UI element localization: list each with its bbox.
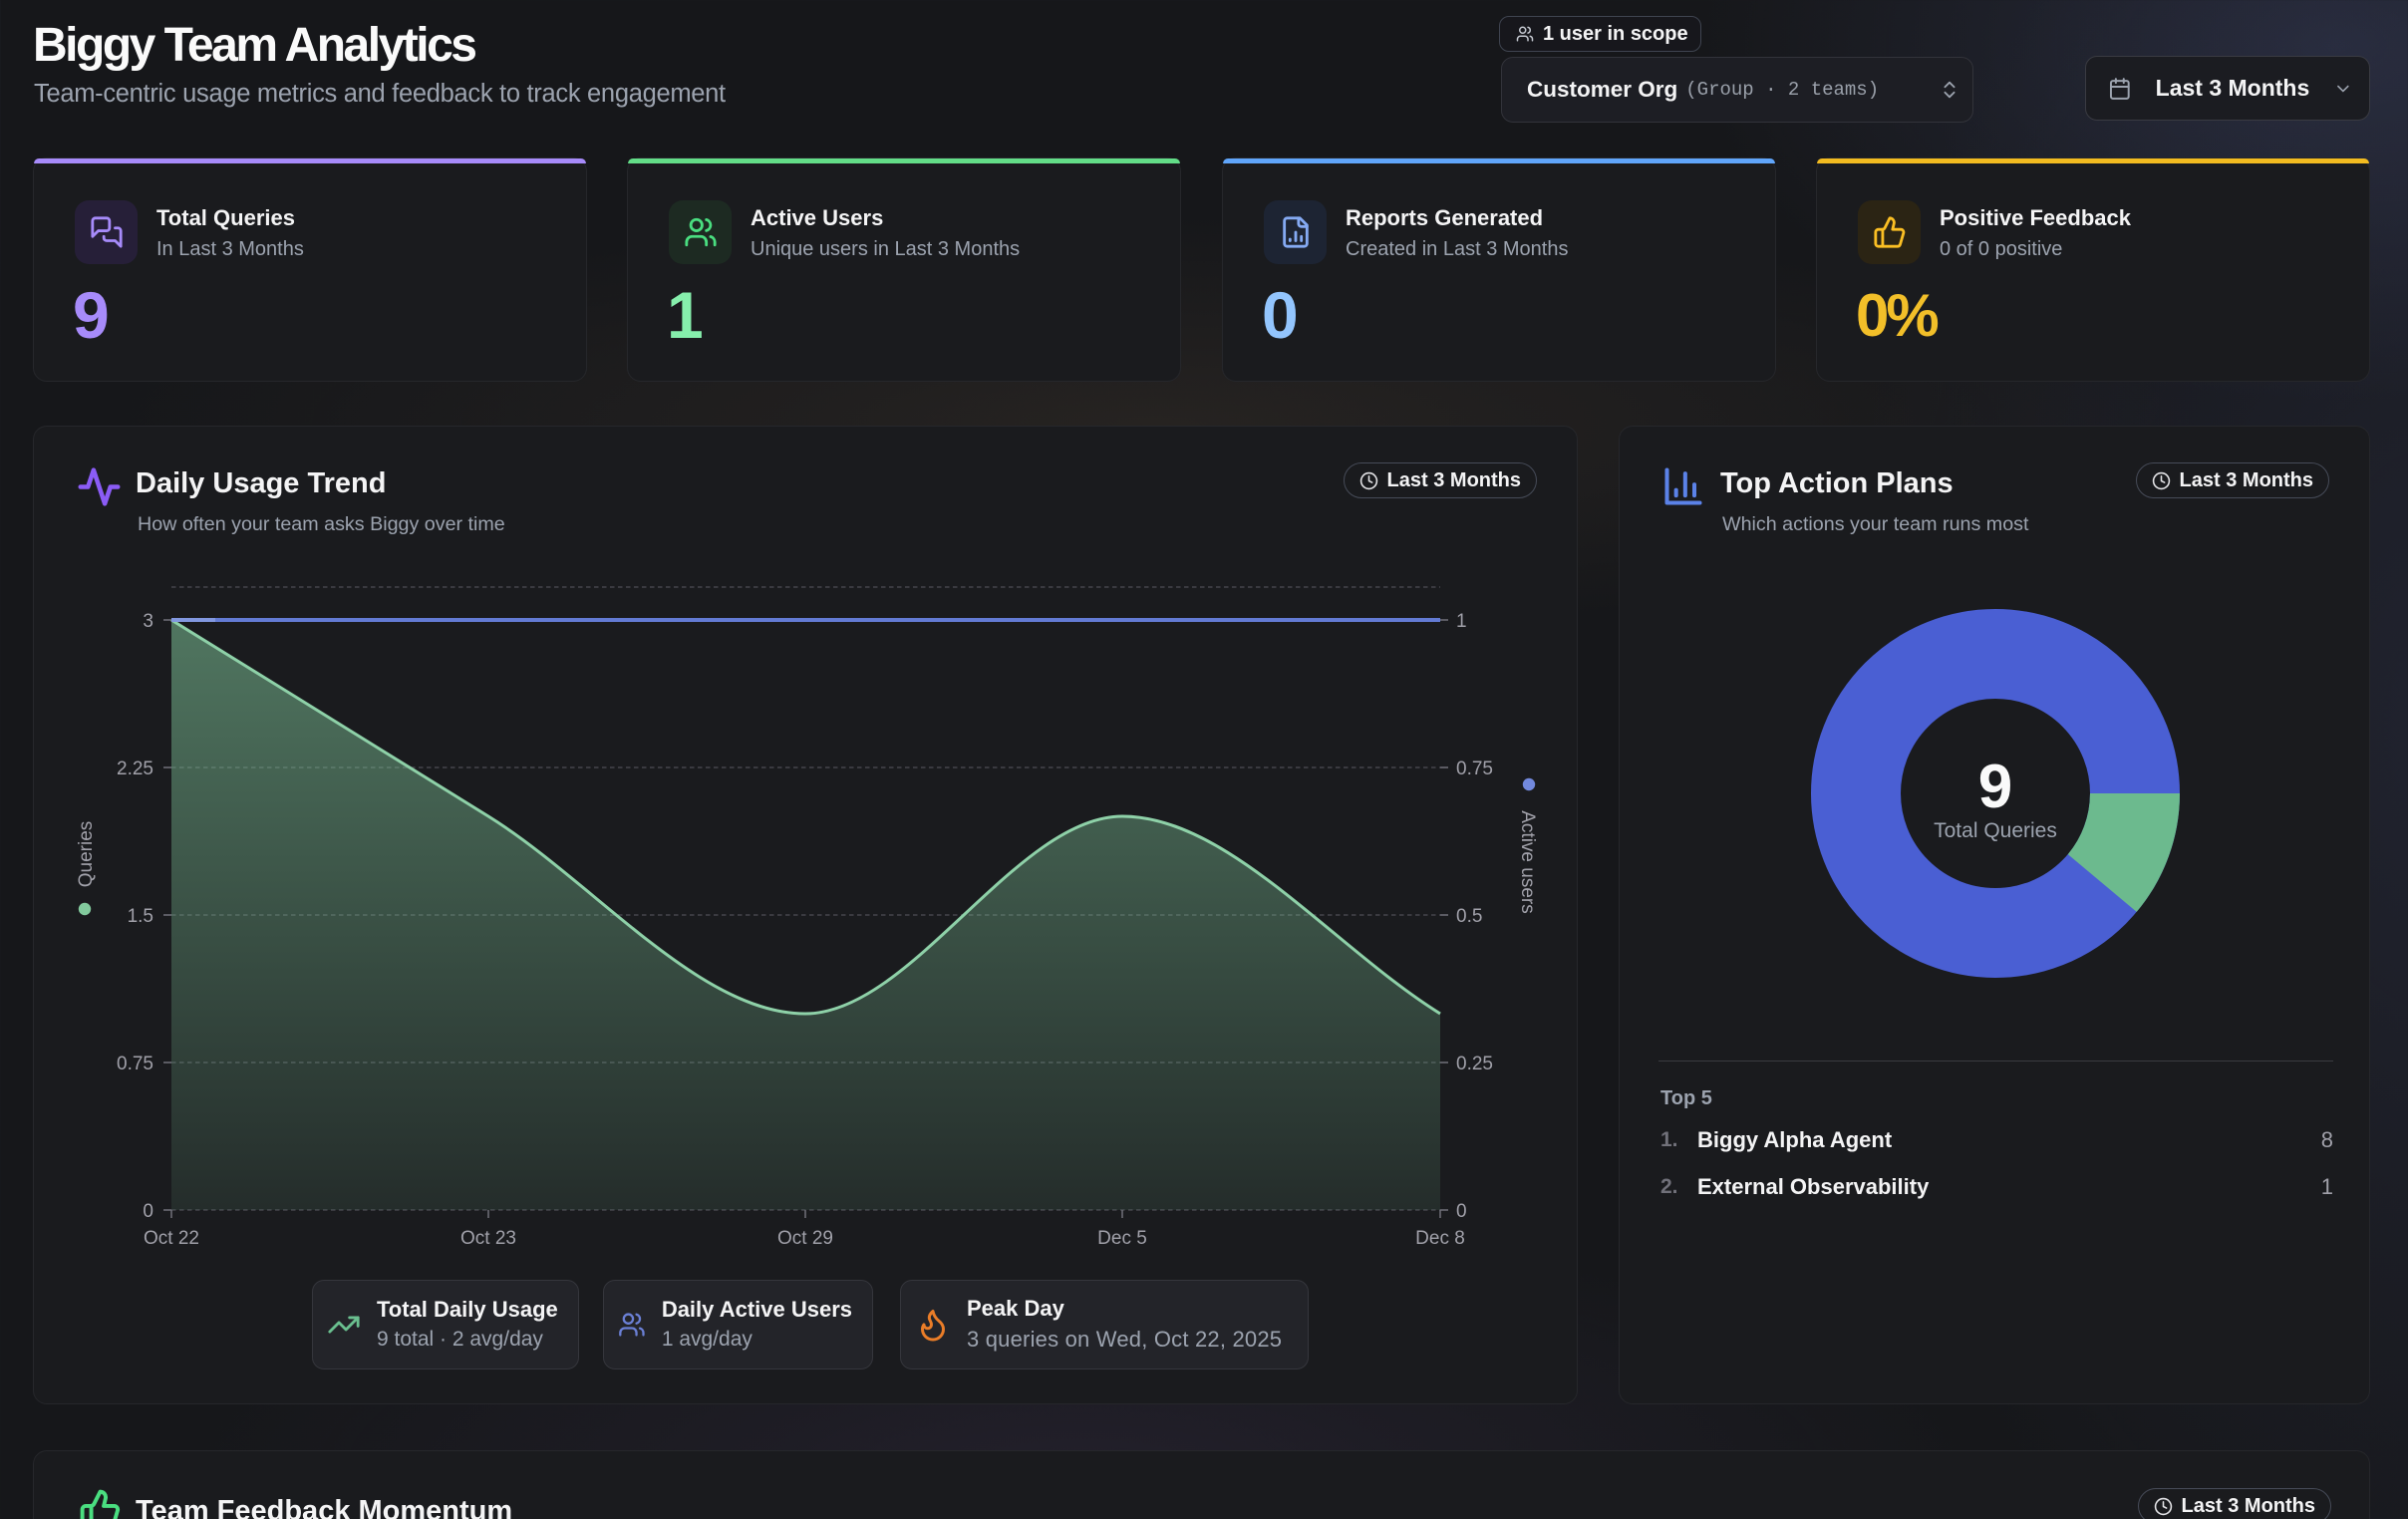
svg-text:0.75: 0.75 [117,1054,153,1074]
svg-text:0: 0 [1456,1201,1467,1222]
svg-text:Oct 22: Oct 22 [144,1228,199,1249]
svg-text:0: 0 [143,1201,153,1222]
svg-text:Oct 23: Oct 23 [460,1228,516,1249]
svg-text:2.25: 2.25 [117,759,153,779]
svg-text:9: 9 [1978,753,2012,821]
svg-text:Oct 29: Oct 29 [777,1228,833,1249]
svg-text:0.75: 0.75 [1456,759,1493,779]
svg-text:1: 1 [1456,611,1467,632]
svg-text:1.5: 1.5 [128,906,153,927]
svg-text:Total Queries: Total Queries [1934,819,2057,842]
svg-text:Dec 8: Dec 8 [1415,1228,1465,1249]
svg-text:3: 3 [143,611,153,632]
svg-text:0.25: 0.25 [1456,1054,1493,1074]
svg-text:Dec 5: Dec 5 [1097,1228,1147,1249]
svg-text:0.5: 0.5 [1456,906,1482,927]
svg-text:Active users: Active users [1517,810,1538,913]
svg-text:Queries: Queries [76,821,97,888]
